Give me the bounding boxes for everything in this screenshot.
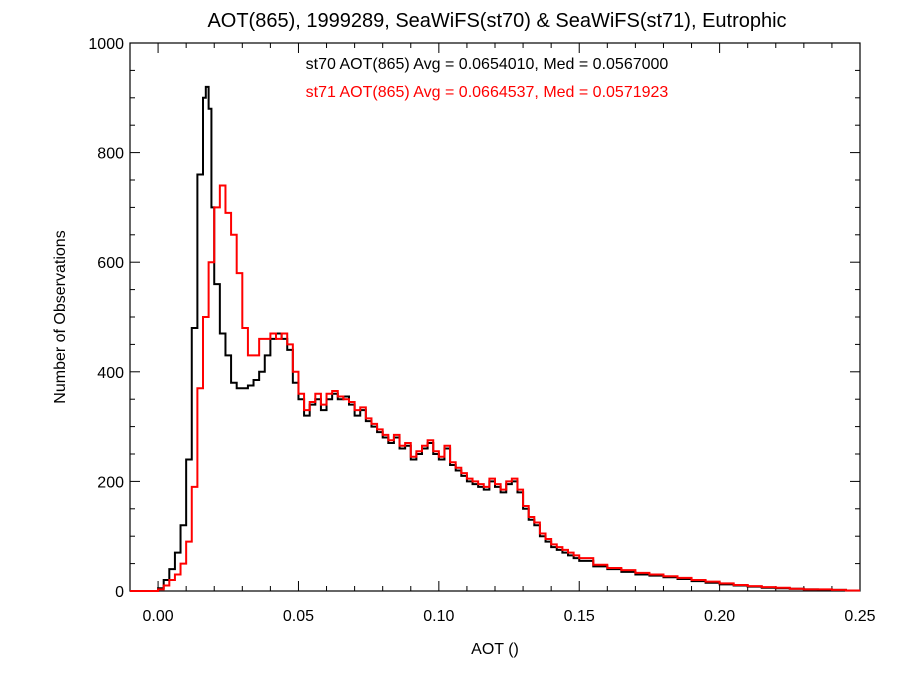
series-line-1 bbox=[130, 184, 860, 592]
y-tick-label: 400 bbox=[97, 365, 124, 382]
y-tick-label: 800 bbox=[97, 146, 124, 163]
plot-area-frame bbox=[129, 42, 861, 592]
x-tick-label: 0.00 bbox=[143, 608, 174, 625]
y-axis-label: Number of Observations bbox=[52, 230, 69, 403]
y-tick-label: 600 bbox=[97, 255, 124, 272]
x-tick-label: 0.20 bbox=[704, 608, 735, 625]
y-tick-label: 200 bbox=[97, 474, 124, 491]
x-axis: 0.00 0.05 0.10 0.15 0.20 0.25 bbox=[129, 43, 876, 625]
y-tick-label: 1000 bbox=[88, 36, 124, 53]
x-tick-label: 0.15 bbox=[564, 608, 595, 625]
y-axis: 0 200 400 600 800 1000 bbox=[88, 36, 860, 601]
series-line-0 bbox=[130, 85, 860, 592]
stats-annotation-st71: st71 AOT(865) Avg = 0.0664537, Med = 0.0… bbox=[306, 84, 669, 101]
x-tick-label: 0.05 bbox=[283, 608, 314, 625]
x-tick-label: 0.10 bbox=[423, 608, 454, 625]
chart-title: AOT(865), 1999289, SeaWiFS(st70) & SeaWi… bbox=[207, 10, 786, 32]
stats-annotation-st70: st70 AOT(865) Avg = 0.0654010, Med = 0.0… bbox=[306, 56, 669, 73]
x-tick-label: 0.25 bbox=[844, 608, 875, 625]
x-axis-label: AOT () bbox=[471, 641, 519, 658]
series-layer bbox=[130, 85, 860, 592]
y-tick-label: 0 bbox=[115, 584, 124, 601]
